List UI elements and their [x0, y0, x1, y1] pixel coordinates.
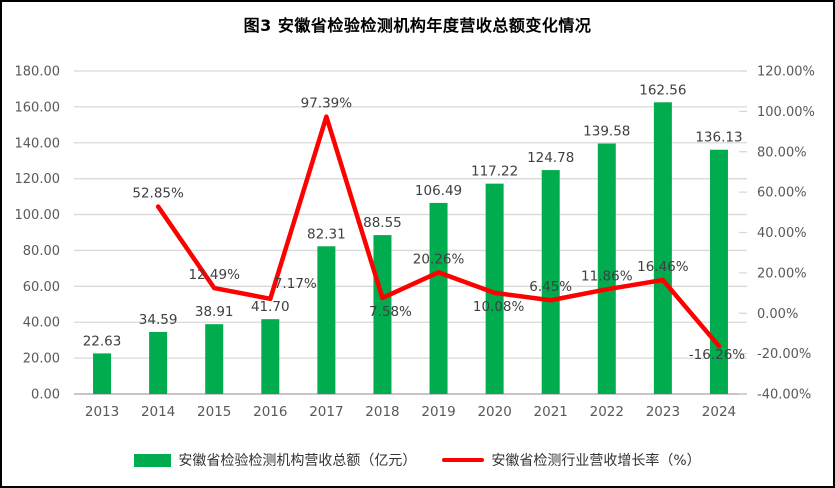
bar-value-label: 139.58 [583, 124, 630, 140]
left-axis-tick-label: 40.00 [23, 316, 60, 331]
left-axis-tick-label: 160.00 [15, 100, 61, 115]
legend-label-growth-rate: 安徽省检测行业营收增长率（%） [491, 453, 701, 469]
bar [93, 353, 112, 394]
bar-value-label: 136.13 [695, 130, 742, 146]
line-value-label: 6.45% [529, 279, 572, 295]
left-axis-tick-label: 140.00 [15, 136, 61, 151]
bar-value-label: 124.78 [527, 150, 574, 166]
left-axis-tick-label: 80.00 [23, 244, 60, 259]
line-value-label: 7.58% [369, 304, 412, 320]
right-axis-tick-label: 80.00% [757, 145, 807, 160]
x-axis-label: 2024 [702, 404, 736, 420]
right-axis-tick-label: 0.00% [757, 307, 798, 322]
right-axis-tick-label: 100.00% [757, 105, 815, 120]
bar [149, 331, 168, 394]
line-value-label: 20.26% [413, 251, 465, 267]
left-axis-tick-label: 120.00 [15, 172, 61, 187]
x-axis-label: 2022 [590, 404, 624, 420]
legend: 安徽省检验检测机构营收总额（亿元） 安徽省检测行业营收增长率（%） [2, 450, 833, 470]
x-axis-label: 2017 [309, 404, 343, 420]
left-axis-tick-label: 100.00 [15, 208, 61, 223]
line-value-label: 12.49% [188, 267, 240, 283]
left-axis-tick-label: 60.00 [23, 280, 60, 295]
x-axis-label: 2019 [421, 404, 455, 420]
x-axis-label: 2023 [646, 404, 680, 420]
left-axis-tick-label: 0.00 [31, 388, 60, 403]
line-value-label: 10.08% [473, 299, 525, 315]
bar-value-label: 82.31 [307, 226, 346, 242]
x-axis-label: 2020 [477, 404, 511, 420]
legend-item-growth-rate: 安徽省检测行业营收增长率（%） [442, 450, 701, 470]
bar-value-label: 106.49 [415, 183, 462, 199]
right-axis-tick-label: -20.00% [757, 347, 811, 362]
bar [373, 235, 392, 394]
x-axis-label: 2015 [197, 404, 231, 420]
line-value-label: 52.85% [132, 186, 184, 202]
x-axis-label: 2013 [85, 404, 119, 420]
plot-area: 0.00 20.00 40.00 60.00 80.00 100.00 120.00 140.… [15, 65, 815, 421]
x-axis-label: 2014 [141, 404, 175, 420]
growth-rate-line [155, 114, 722, 349]
bar-value-label: 34.59 [139, 312, 178, 328]
right-axis-tick-label: 20.00% [757, 266, 807, 281]
bar [205, 324, 224, 394]
bar-value-label: 88.55 [363, 215, 402, 231]
right-axis-tick-label: 60.00% [757, 186, 807, 201]
left-axis-tick-label: 20.00 [23, 352, 60, 367]
left-axis-tick-label: 180.00 [15, 65, 61, 80]
legend-bar-swatch [134, 453, 172, 467]
bar-value-label: 22.63 [83, 333, 122, 349]
bar [261, 319, 280, 394]
line-value-label: 7.17% [274, 276, 317, 292]
line-value-label: 11.86% [581, 268, 633, 284]
bar-value-label: 117.22 [471, 164, 518, 180]
bar [485, 183, 504, 394]
legend-label-revenue: 安徽省检验检测机构营收总额（亿元） [178, 453, 417, 469]
right-axis-tick-label: 120.00% [757, 65, 815, 80]
bar [597, 143, 616, 394]
x-axis-label: 2016 [253, 404, 287, 420]
bar [709, 149, 728, 394]
x-axis-label: 2021 [534, 404, 568, 420]
x-axis-label: 2018 [365, 404, 399, 420]
right-axis-tick-label: -40.00% [757, 388, 811, 403]
line-value-label: 97.39% [301, 96, 353, 112]
line-value-label: -16.26% [689, 347, 746, 363]
bar [541, 170, 560, 394]
right-axis-tick-label: 40.00% [757, 226, 807, 241]
legend-line-swatch [442, 458, 485, 462]
bar [317, 246, 336, 394]
bar [653, 102, 672, 395]
bar [429, 202, 448, 394]
bar-value-label: 162.56 [639, 82, 686, 98]
bar-value-label: 38.91 [195, 304, 234, 320]
chart-title: 图3 安徽省检验检测机构年度营收总额变化情况 [243, 16, 592, 35]
line-value-label: 16.46% [637, 259, 689, 275]
legend-item-revenue: 安徽省检验检测机构营收总额（亿元） [134, 450, 416, 470]
bar-value-label: 41.70 [251, 299, 290, 315]
